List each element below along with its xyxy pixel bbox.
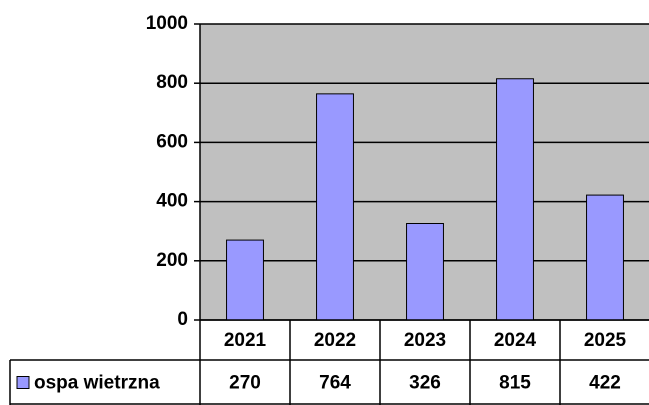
bar: [406, 223, 444, 321]
y-tick-label: 600: [156, 131, 188, 152]
y-tick-label: 0: [177, 309, 188, 330]
table-value: 422: [589, 373, 621, 394]
table-value: 270: [229, 373, 261, 394]
legend-label: ospa wietrzna: [34, 373, 160, 394]
x-tick-label: 2021: [224, 330, 267, 351]
table-value: 326: [409, 373, 441, 394]
y-tick-label: 1000: [146, 13, 188, 34]
legend-swatch: [16, 376, 30, 389]
x-tick-label: 2025: [584, 330, 627, 351]
bar: [316, 93, 354, 321]
table-value: 764: [319, 373, 351, 394]
x-tick-label: 2023: [404, 330, 446, 351]
x-tick-label: 2022: [314, 330, 356, 351]
table-value: 815: [499, 373, 531, 394]
y-tick-label: 400: [156, 191, 188, 212]
x-tick-label: 2024: [494, 330, 537, 351]
bar: [586, 194, 624, 321]
y-tick-label: 800: [156, 72, 188, 93]
bar: [496, 78, 534, 321]
bar: [226, 239, 264, 321]
y-tick-label: 200: [156, 250, 188, 271]
